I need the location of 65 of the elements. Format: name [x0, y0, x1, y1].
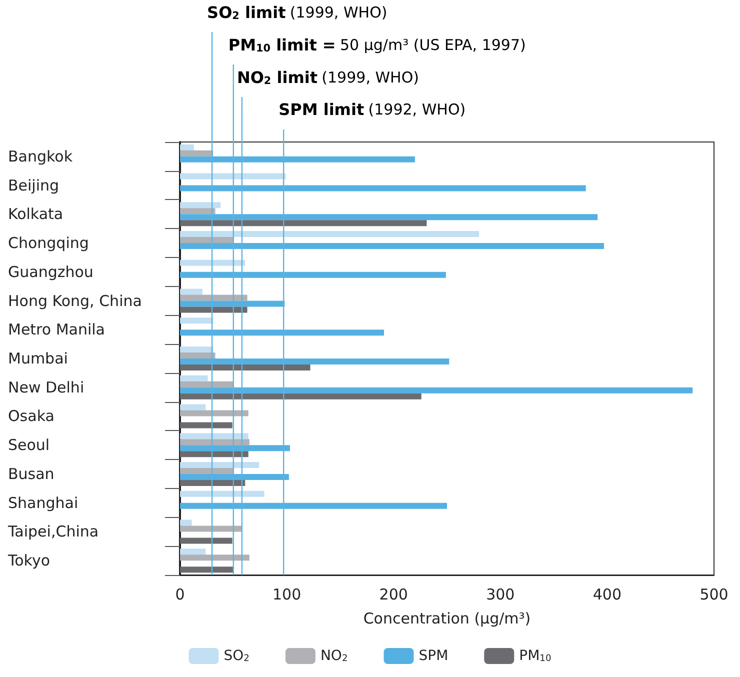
- legend-label: NO2: [320, 648, 348, 664]
- y-tick-label: Metro Manila: [8, 320, 106, 339]
- y-tick-label: Tokyo: [7, 552, 50, 570]
- y-tick-label: Guangzhou: [8, 262, 94, 281]
- bar: [180, 364, 310, 370]
- bar: [180, 231, 480, 238]
- y-tick-label: Kolkata: [8, 205, 64, 224]
- bar: [180, 480, 246, 486]
- bar: [180, 566, 234, 573]
- bar: [180, 433, 248, 440]
- bar: [180, 144, 194, 150]
- bar: [180, 346, 214, 352]
- legend-label: SPM: [418, 648, 448, 664]
- bar: [180, 410, 248, 416]
- bar: [180, 173, 286, 180]
- bar: [180, 306, 248, 313]
- bar: [180, 208, 216, 214]
- bar: [180, 318, 214, 324]
- bar: [180, 422, 232, 428]
- ref-line-label: SPM limit (1992, WHO): [278, 100, 466, 119]
- bar: [180, 538, 232, 544]
- bar: [180, 404, 206, 410]
- bar: [180, 237, 234, 244]
- x-tick-label: 100: [272, 586, 302, 604]
- bar: [180, 393, 422, 400]
- x-tick-label: 500: [700, 586, 728, 604]
- y-tick-label: Shanghai: [8, 494, 78, 512]
- y-tick-label: Hong Kong, China: [8, 292, 142, 310]
- legend-label: SO2: [224, 648, 250, 664]
- bar: [180, 375, 208, 382]
- bar: [180, 490, 264, 497]
- x-tick-label: 0: [175, 586, 185, 604]
- bar: [180, 352, 216, 358]
- x-tick-label: 200: [379, 586, 408, 604]
- bar: [180, 554, 250, 561]
- y-tick-label: Bangkok: [8, 147, 73, 166]
- y-tick-label: Seoul: [8, 436, 50, 454]
- bar: [180, 451, 248, 458]
- bar: [180, 548, 206, 555]
- y-tick-label: Chongqing: [8, 234, 89, 252]
- bar: [180, 202, 221, 208]
- legend-label: PM10: [519, 648, 552, 664]
- x-tick-label: 300: [486, 586, 515, 604]
- bar: [180, 520, 192, 526]
- bar: [180, 439, 250, 446]
- bar: [180, 220, 427, 226]
- ref-line-label: SO2 limit (1999, WHO): [207, 3, 388, 22]
- y-tick-label: Osaka: [8, 407, 54, 426]
- y-tick-label: Busan: [8, 464, 54, 483]
- bar: [180, 150, 214, 156]
- y-tick-label: Beijing: [8, 176, 60, 194]
- y-tick-label: New Delhi: [8, 378, 84, 396]
- ref-line-label: PM10 limit = 50 μg/m³ (US EPA, 1997): [228, 36, 526, 55]
- bar: [180, 381, 234, 388]
- y-tick-label: Mumbai: [8, 350, 68, 368]
- x-axis-title: Concentration (μg/m³): [363, 610, 531, 628]
- y-tick-label: Taipei,China: [7, 522, 99, 541]
- bar: [180, 294, 248, 301]
- ref-line-label: NO2 limit (1999, WHO): [236, 68, 420, 88]
- bar: [180, 462, 260, 468]
- bar: [180, 468, 234, 474]
- x-tick-label: 400: [592, 586, 622, 604]
- bar: [180, 288, 202, 295]
- bar: [180, 526, 242, 532]
- bar: [180, 260, 246, 266]
